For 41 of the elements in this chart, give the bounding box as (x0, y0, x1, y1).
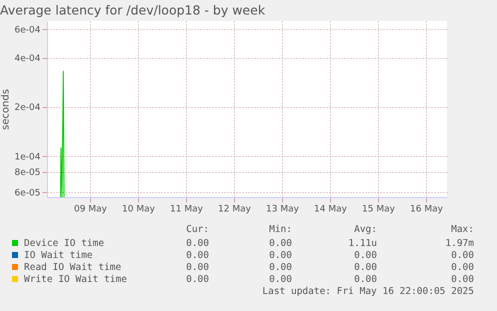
y-tick-label: 8e-05 (14, 168, 40, 178)
y-axis-title: seconds (0, 89, 12, 130)
y-tick-label: 1e-04 (14, 152, 41, 162)
text: 0.00 (269, 274, 292, 285)
x-tick-label: 10 May (122, 204, 156, 214)
x-tick-label: 13 May (266, 204, 300, 214)
text: 0.00 (354, 250, 378, 261)
text: 0.00 (269, 238, 292, 249)
text: Max: (451, 224, 474, 235)
text: 0.00 (354, 262, 378, 273)
text: 0.00 (354, 274, 378, 285)
x-tick-label: 16 May (410, 204, 444, 214)
text: 0.00 (451, 274, 474, 285)
y-tick-label: 6e-05 (14, 188, 40, 199)
text: 0.00 (451, 262, 474, 273)
text: 0.00 (186, 238, 210, 249)
y-tick-label: 2e-04 (14, 103, 41, 114)
text: 1.97m (445, 238, 474, 249)
legend-label: IO Wait time (24, 250, 93, 261)
y-tick-label: 4e-04 (14, 54, 41, 64)
text: Cur: (186, 224, 209, 235)
text: 1.11u (348, 238, 377, 249)
legend-label: Read IO Wait time (24, 262, 122, 273)
text: 0.00 (186, 250, 210, 261)
y-tick-label: 6e-04 (14, 25, 41, 36)
x-tick-label: 14 May (314, 204, 348, 214)
legend-label: Device IO time (24, 238, 104, 249)
chart-title: Average latency for /dev/loop18 - by week (0, 2, 266, 18)
text: Avg: (354, 224, 377, 235)
text: 0.00 (186, 274, 210, 285)
x-tick-label: 12 May (218, 204, 252, 214)
text: 0.00 (269, 250, 292, 261)
x-tick-label: 15 May (362, 204, 396, 214)
x-tick-label: 11 May (170, 204, 204, 214)
text: 0.00 (451, 250, 474, 261)
legend-label: Write IO Wait time (24, 274, 128, 285)
text: Last update: Fri May 16 22:00:05 2025 (262, 286, 474, 297)
text: 0.00 (186, 262, 210, 273)
x-tick-label: 09 May (74, 204, 108, 214)
text: Min: (269, 224, 292, 235)
text: 0.00 (269, 262, 292, 273)
